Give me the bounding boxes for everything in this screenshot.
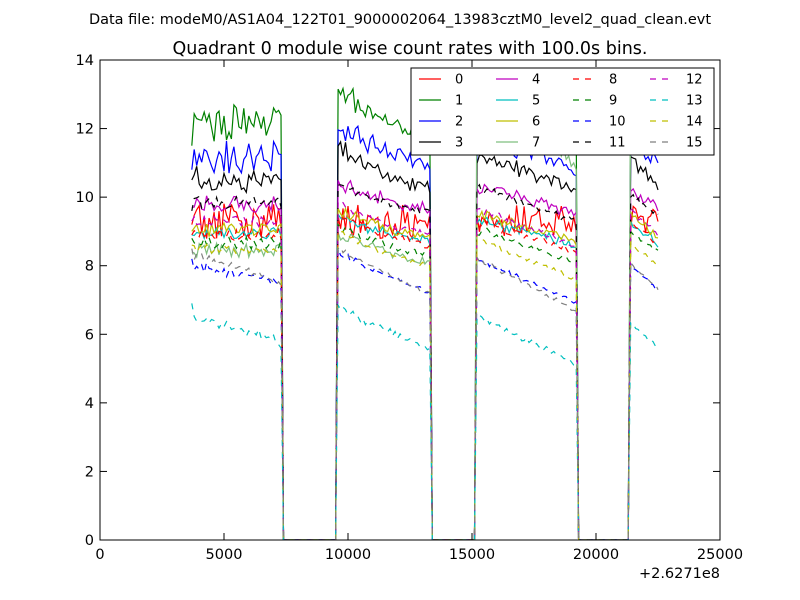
- series-line-3: [191, 140, 659, 540]
- x-tick-label: 0: [95, 547, 104, 563]
- legend-label-10: 10: [609, 115, 626, 130]
- legend-label-5: 5: [532, 94, 540, 109]
- series-line-9: [191, 223, 659, 540]
- series-line-0: [191, 203, 659, 540]
- legend-label-0: 0: [455, 73, 463, 88]
- legend-label-1: 1: [455, 94, 463, 109]
- legend-label-7: 7: [532, 136, 540, 151]
- x-tick-label: 25000: [697, 547, 743, 563]
- series-line-12: [191, 199, 659, 540]
- y-tick-label: 4: [85, 396, 94, 412]
- legend-label-14: 14: [686, 115, 703, 130]
- legend-label-11: 11: [609, 136, 626, 151]
- y-tick-label: 0: [85, 533, 94, 549]
- series-line-1: [191, 86, 659, 540]
- series-line-15: [191, 245, 659, 540]
- y-tick-label: 12: [76, 122, 94, 138]
- series-line-6: [191, 206, 659, 540]
- y-tick-label: 6: [85, 327, 94, 343]
- x-tick-label: 5000: [206, 547, 243, 563]
- series-line-10: [191, 248, 659, 540]
- series-line-13: [191, 302, 659, 540]
- legend-label-6: 6: [532, 115, 540, 130]
- x-tick-label: 10000: [325, 547, 371, 563]
- series-line-7: [191, 77, 659, 540]
- legend-label-3: 3: [455, 136, 463, 151]
- series-line-8: [191, 213, 659, 540]
- series-line-11: [191, 183, 659, 540]
- suptitle: Data file: modeM0/AS1A04_122T01_90000020…: [89, 12, 711, 28]
- y-tick-label: 14: [76, 53, 94, 69]
- plot-frame: [99, 59, 721, 541]
- legend-label-9: 9: [609, 94, 617, 109]
- series-line-2: [191, 124, 659, 540]
- legend-label-13: 13: [686, 94, 703, 109]
- x-tick-label: 15000: [449, 547, 495, 563]
- legend-box: [410, 67, 715, 156]
- legend-label-2: 2: [455, 115, 463, 130]
- x-tick-label: 20000: [573, 547, 619, 563]
- legend-label-8: 8: [609, 73, 617, 88]
- legend-label-4: 4: [532, 73, 540, 88]
- y-tick-label: 10: [76, 190, 94, 206]
- series-line-5: [191, 212, 659, 540]
- y-tick-label: 8: [85, 259, 94, 275]
- y-tick-label: 2: [85, 464, 94, 480]
- chart-title: Quadrant 0 module wise count rates with …: [173, 39, 648, 59]
- legend-label-15: 15: [686, 136, 703, 151]
- x-offset-label: +2.6271e8: [639, 566, 720, 582]
- legend-label-12: 12: [686, 73, 703, 88]
